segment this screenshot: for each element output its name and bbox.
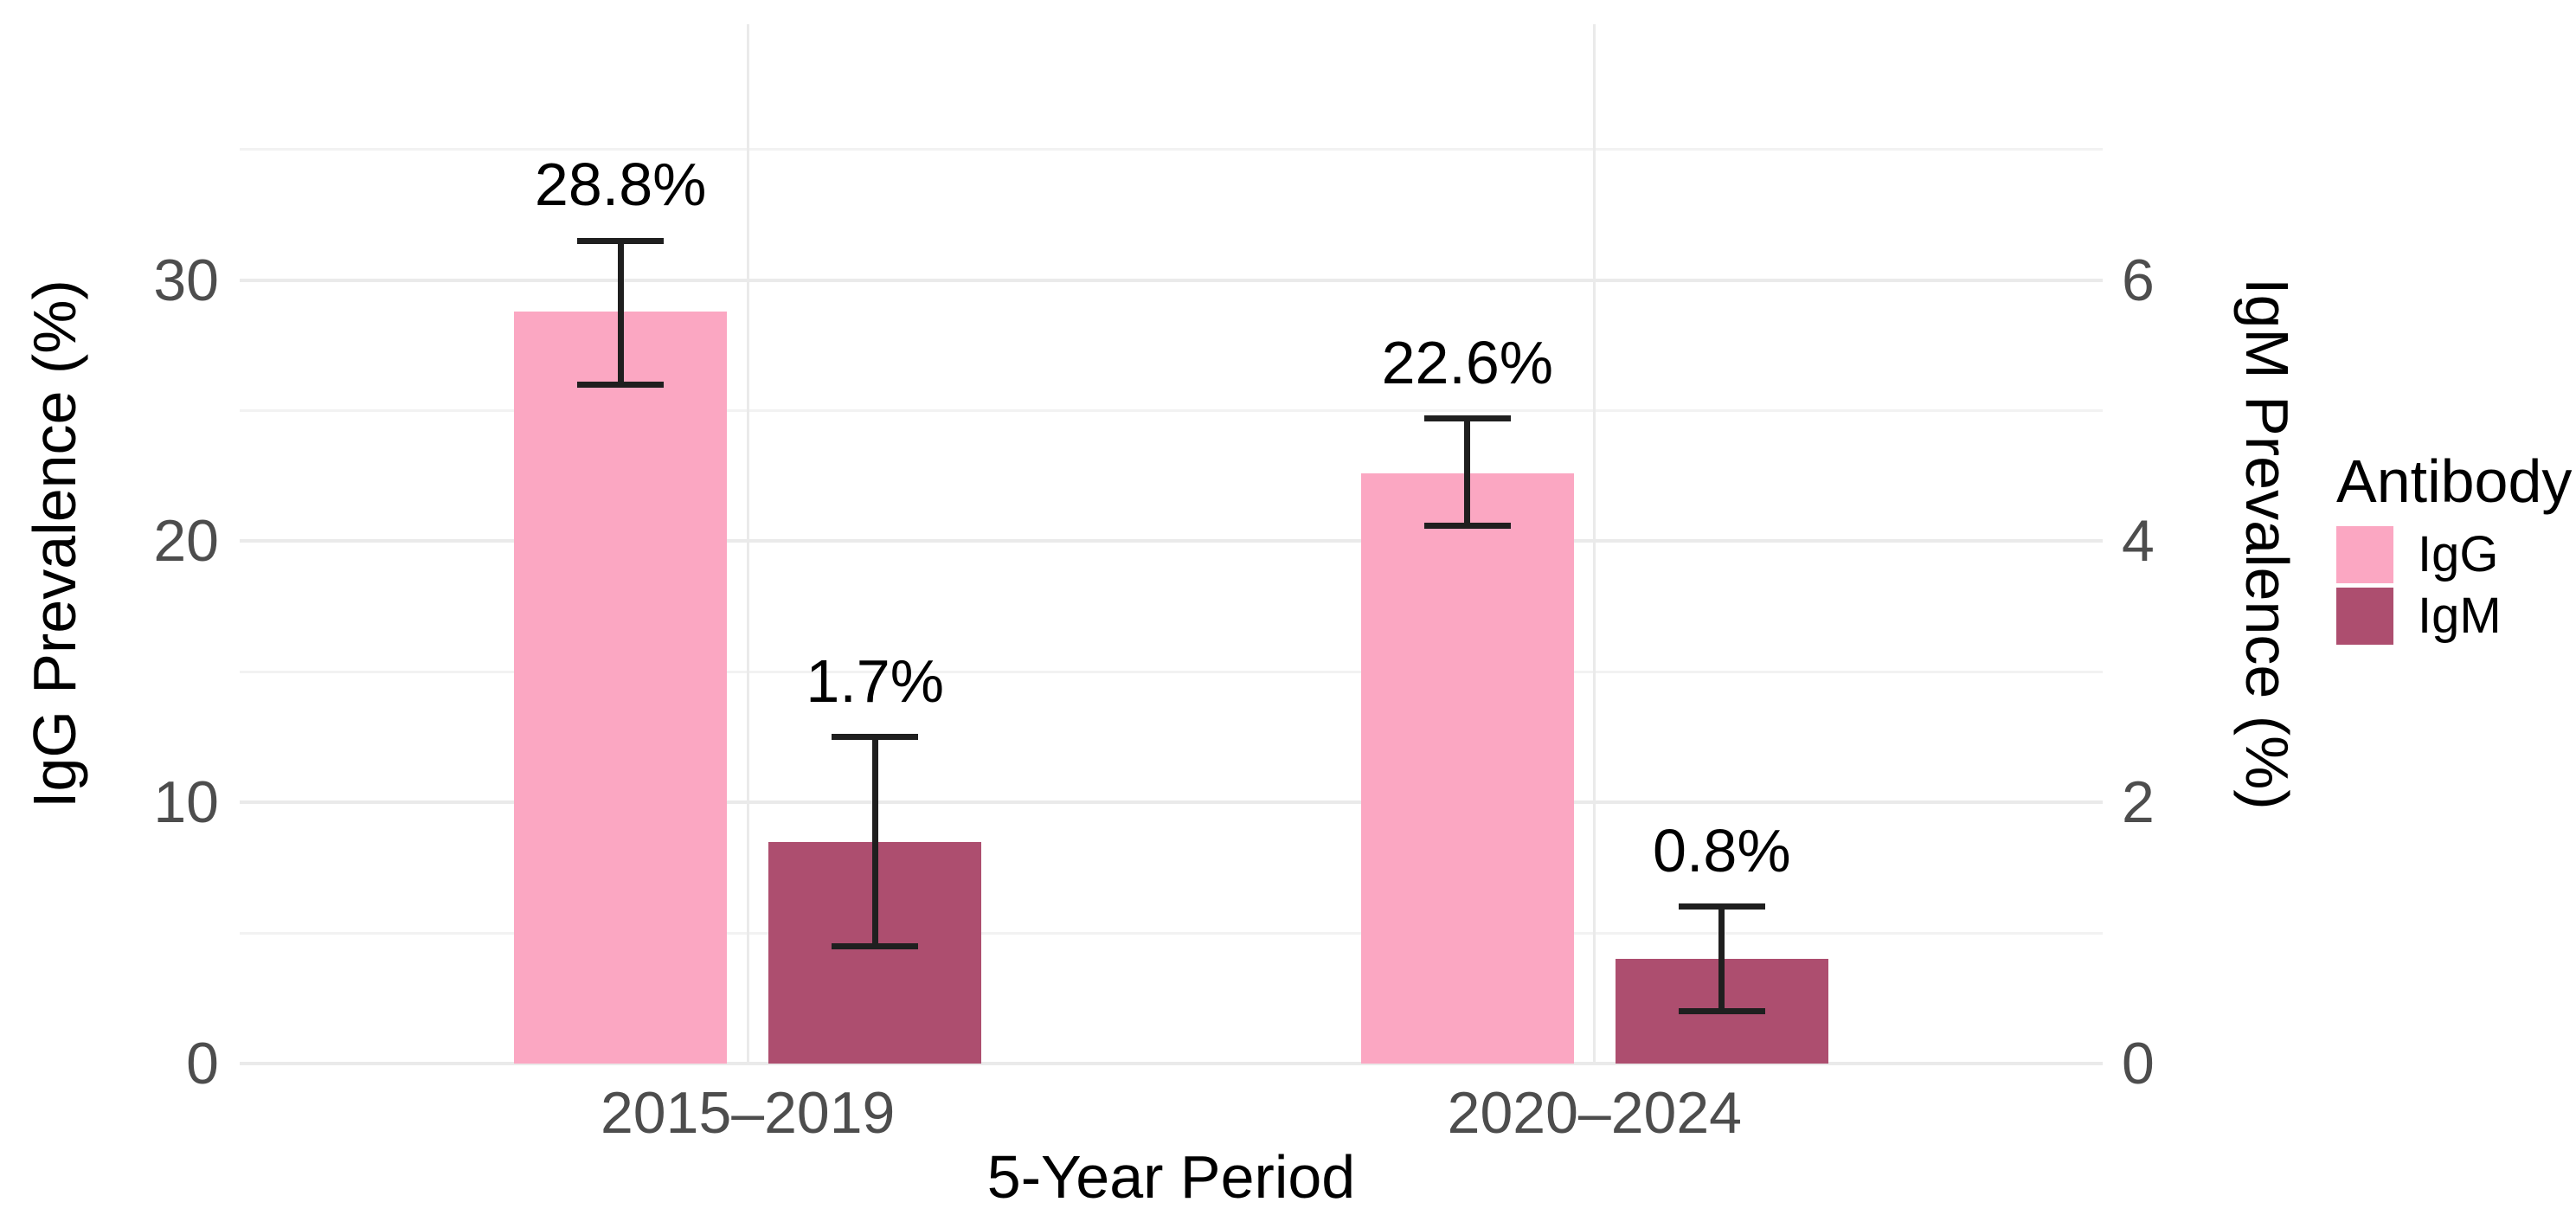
legend-item-igm: IgM <box>2336 588 2572 645</box>
y-axis-tick-right: 2 <box>2122 769 2155 836</box>
error-bar-line <box>1718 906 1725 1012</box>
error-bar-line <box>871 736 878 947</box>
legend-swatch-igg-icon <box>2336 526 2393 583</box>
gridline-vertical <box>746 24 749 1064</box>
legend: Antibody IgG IgM <box>2336 448 2572 649</box>
legend-label-igg: IgG <box>2418 526 2499 582</box>
gridline-major <box>240 1062 2103 1065</box>
error-bar-cap <box>577 237 665 244</box>
error-bar-cap <box>1423 522 1511 529</box>
plot-panel <box>240 24 2103 1065</box>
legend-swatch-igm-icon <box>2336 588 2393 645</box>
error-bar-cap <box>832 942 919 949</box>
bar-value-label: 28.8% <box>534 151 707 219</box>
y-axis-tick-right: 4 <box>2122 508 2155 575</box>
error-bar-cap <box>1423 415 1511 422</box>
error-bar-cap <box>577 381 665 388</box>
gridline-minor <box>240 931 2103 935</box>
bar-value-label: 1.7% <box>806 646 944 715</box>
error-bar-line <box>1464 418 1471 526</box>
bar-igg-2015–2019 <box>514 311 728 1064</box>
error-bar-cap <box>1678 903 1765 910</box>
bar-value-label: 22.6% <box>1381 328 1554 396</box>
gridline-minor <box>240 148 2103 151</box>
gridline-major <box>240 539 2103 543</box>
gridline-minor <box>240 409 2103 413</box>
y-axis-tick-left: 0 <box>186 1031 219 1096</box>
y-axis-tick-right: 0 <box>2122 1031 2155 1096</box>
legend-label-igm: IgM <box>2418 588 2502 644</box>
gridline-major <box>240 278 2103 282</box>
bar-value-label: 0.8% <box>1653 816 1791 884</box>
y-axis-title-right: IgM Prevalence (%) <box>2233 278 2301 810</box>
x-axis-tick: 2015–2019 <box>600 1080 896 1146</box>
y-axis-tick-left: 20 <box>153 508 219 575</box>
gridline-vertical <box>1593 24 1596 1064</box>
x-axis-tick: 2020–2024 <box>1447 1080 1742 1146</box>
y-axis-tick-left: 30 <box>153 247 219 313</box>
x-axis-title: 5-Year Period <box>986 1143 1356 1211</box>
legend-title: Antibody <box>2336 447 2573 515</box>
legend-items: IgG IgM <box>2336 526 2572 645</box>
legend-item-igg: IgG <box>2336 526 2572 583</box>
error-bar-line <box>617 241 624 385</box>
error-bar-cap <box>1678 1008 1765 1015</box>
bar-igg-2020–2024 <box>1360 473 1574 1064</box>
gridline-minor <box>240 670 2103 673</box>
error-bar-cap <box>832 734 919 741</box>
y-axis-tick-right: 6 <box>2122 247 2155 313</box>
gridline-major <box>240 800 2103 805</box>
y-axis-tick-left: 10 <box>153 769 219 836</box>
